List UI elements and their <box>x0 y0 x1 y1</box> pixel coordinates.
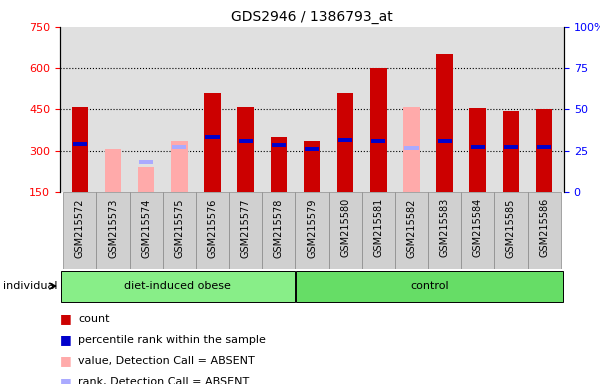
Bar <box>338 137 352 142</box>
Text: GSM215585: GSM215585 <box>506 198 516 258</box>
Bar <box>205 135 220 139</box>
Bar <box>428 192 461 269</box>
Bar <box>139 160 153 164</box>
Text: GSM215586: GSM215586 <box>539 198 549 257</box>
Bar <box>537 144 551 149</box>
Bar <box>536 109 553 192</box>
Bar <box>403 107 420 192</box>
Text: individual: individual <box>3 281 58 291</box>
Bar <box>437 139 452 143</box>
Bar <box>271 137 287 192</box>
Bar <box>272 143 286 147</box>
Text: count: count <box>78 314 110 324</box>
Text: diet-induced obese: diet-induced obese <box>124 281 231 291</box>
Bar <box>229 192 262 269</box>
Bar <box>305 147 319 151</box>
Text: GSM215579: GSM215579 <box>307 198 317 258</box>
Bar <box>362 192 395 269</box>
Text: GSM215578: GSM215578 <box>274 198 284 258</box>
Bar <box>504 144 518 149</box>
Bar <box>130 192 163 269</box>
Bar <box>64 192 97 269</box>
Bar <box>329 192 362 269</box>
Bar <box>262 192 295 269</box>
Text: GSM215577: GSM215577 <box>241 198 251 258</box>
Bar <box>204 93 221 192</box>
Text: GSM215572: GSM215572 <box>75 198 85 258</box>
Text: GSM215576: GSM215576 <box>208 198 218 258</box>
Text: control: control <box>410 281 449 291</box>
Bar <box>172 144 187 149</box>
Text: GSM215584: GSM215584 <box>473 198 483 257</box>
Bar <box>238 107 254 192</box>
Text: ■: ■ <box>60 312 72 325</box>
Bar <box>239 139 253 143</box>
Text: GSM215580: GSM215580 <box>340 198 350 257</box>
Text: GSM215573: GSM215573 <box>108 198 118 258</box>
Text: GSM215583: GSM215583 <box>440 198 449 257</box>
Text: ■: ■ <box>60 376 72 384</box>
Bar <box>61 271 295 302</box>
Text: GSM215575: GSM215575 <box>175 198 184 258</box>
Text: GSM215581: GSM215581 <box>373 198 383 257</box>
Bar <box>296 271 563 302</box>
Bar <box>163 192 196 269</box>
Bar <box>73 142 87 146</box>
Bar <box>304 141 320 192</box>
Bar <box>503 111 519 192</box>
Bar <box>71 107 88 192</box>
Text: GSM215574: GSM215574 <box>141 198 151 258</box>
Text: value, Detection Call = ABSENT: value, Detection Call = ABSENT <box>78 356 255 366</box>
Bar <box>469 108 486 192</box>
Bar <box>295 192 329 269</box>
Bar <box>494 192 527 269</box>
Bar <box>395 192 428 269</box>
Bar <box>196 192 229 269</box>
Bar <box>461 192 494 269</box>
Text: GSM215582: GSM215582 <box>406 198 416 258</box>
Bar <box>371 139 385 143</box>
Bar <box>527 192 560 269</box>
Bar <box>138 167 154 192</box>
Title: GDS2946 / 1386793_at: GDS2946 / 1386793_at <box>231 10 393 25</box>
Bar <box>337 93 353 192</box>
Bar <box>370 68 386 192</box>
Bar <box>105 149 121 192</box>
Bar <box>471 144 485 149</box>
Bar <box>404 146 419 150</box>
Text: rank, Detection Call = ABSENT: rank, Detection Call = ABSENT <box>78 377 249 384</box>
Bar <box>171 141 188 192</box>
Bar <box>436 55 453 192</box>
Bar <box>97 192 130 269</box>
Text: ■: ■ <box>60 354 72 367</box>
Text: ■: ■ <box>60 333 72 346</box>
Text: percentile rank within the sample: percentile rank within the sample <box>78 335 266 345</box>
